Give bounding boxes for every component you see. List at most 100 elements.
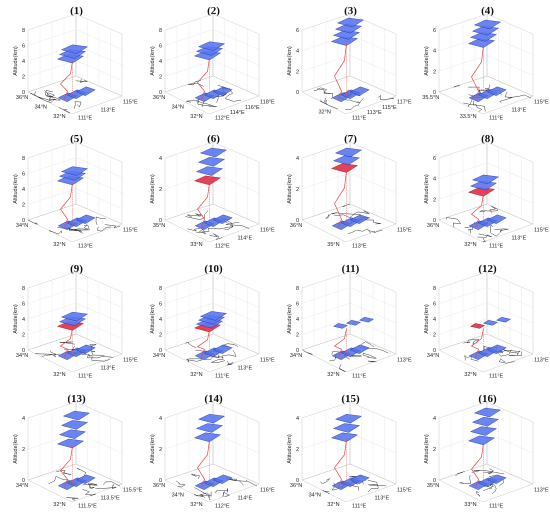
lat-tick-label: 35.5°N (422, 95, 439, 101)
map-border (48, 95, 61, 101)
cloud-shadow (486, 214, 507, 225)
map-border (361, 341, 374, 348)
trajectory-line (334, 43, 347, 100)
lat-tick-label: 34°N (427, 353, 439, 359)
map-border (464, 226, 473, 234)
map-border (75, 78, 88, 83)
lat-tick-label: 32°N (327, 502, 339, 508)
z-tick-label: 4 (22, 187, 25, 193)
lon-tick-label: 113°E (512, 107, 527, 113)
z-gridline (438, 287, 534, 308)
cloud-shadow (349, 86, 370, 97)
lat-tick-label: 32°N (190, 372, 202, 378)
map-border (475, 491, 481, 497)
lat-tick-label: 32°N (53, 502, 65, 508)
trajectory-line (197, 439, 210, 488)
panel-3: (3) 0 2 4 6 Altitude(km) 32°N 111°E113°E115°E11… (287, 5, 412, 122)
cloud-layer (469, 32, 498, 42)
map-border (82, 489, 96, 497)
map-border (185, 210, 209, 220)
z-axis-label: Altitude(km) (13, 46, 19, 76)
z-tick-label: 8 (296, 286, 299, 292)
cloud-shadow (75, 214, 96, 225)
cloud-shadow (75, 344, 96, 355)
lat-tick-label: 32°N (464, 372, 476, 378)
z-tick-label: 0 (296, 218, 299, 224)
lon-tick-label: 111°E (78, 374, 93, 380)
cloud-layer (334, 23, 363, 34)
z-axis-label: Altitude(km) (13, 304, 19, 334)
lat-tick-label: 34°N (290, 353, 302, 359)
z-gridline (164, 60, 260, 81)
cloud-layer (195, 166, 224, 176)
z-tick-label: 2 (296, 69, 299, 75)
cloud-layer (199, 311, 228, 321)
map-border (367, 360, 377, 363)
map-border (342, 203, 351, 207)
lat-tick-label: 34°N (16, 353, 28, 359)
lat-tick-label: 32°N (190, 502, 202, 508)
z-tick-label: 8 (159, 286, 162, 292)
lon-tick-label: 112°E (215, 244, 230, 250)
z-tick-label: 4 (22, 59, 25, 65)
lon-tick-label: 113°E (534, 487, 549, 493)
map-border (368, 229, 383, 234)
floor (164, 203, 260, 243)
map-border (199, 491, 212, 498)
lon-tick-label: 111°E (352, 374, 367, 380)
map-border (478, 233, 492, 239)
panel-14: (14) 0 2 4 Altitude(km) 36°N 34°N 32°N 112°E 114°… (150, 393, 275, 510)
panel-title: (16) (478, 393, 497, 405)
z-tick-label: 0 (296, 90, 299, 96)
map-border (196, 227, 221, 233)
map-border (489, 205, 498, 214)
map-border (446, 217, 462, 228)
z-tick-label: 2 (159, 447, 162, 453)
lon-tick-label: 111°E (489, 244, 504, 250)
z-tick-label: 4 (296, 416, 299, 422)
z-axis-label: Altitude(km) (150, 174, 156, 204)
map-border (455, 471, 465, 477)
panel-5: (5) 0 2 4 6 8 Altitude(km) 34°N 32°N 113°E 115°E (13, 133, 138, 250)
map-border (498, 358, 515, 364)
trajectory-line (60, 182, 73, 228)
z-tick-label: 4 (296, 49, 299, 55)
panel-11: (11) 0 2 4 6 8 Altitude(km) 34°N 32°N 111°E 113°E (287, 263, 412, 380)
z-tick-label: 2 (159, 75, 162, 81)
lon-tick-label: 111°E (78, 116, 93, 122)
map-border (104, 224, 121, 229)
cloud-layer (467, 187, 496, 197)
trajectory-line (334, 170, 347, 228)
lon-tick-label: 115°E (534, 227, 549, 233)
z-tick-label: 6 (159, 44, 162, 50)
z-tick-label: 0 (22, 478, 25, 484)
panel-10: (10) 0 2 4 6 8 Altitude(km) 34°N 32°N 111°E 113°E 1… (150, 263, 275, 380)
cloud-layer (60, 166, 89, 176)
z-tick-label: 2 (159, 187, 162, 193)
cloud-shadow (75, 474, 96, 485)
cloud-shadow (212, 86, 233, 97)
map-border (185, 341, 197, 348)
z-gridline (438, 302, 534, 324)
panel-1: (1) 0 2 4 6 8 Altitude(km) 36°N 34°N 32°N 111°E 113… (13, 5, 138, 122)
z-gridline (438, 401, 534, 423)
lat-tick-label: 36°N (153, 95, 165, 101)
cloud-layer (345, 320, 362, 326)
map-border (221, 350, 237, 359)
cloud-layer (330, 163, 359, 173)
map-border (338, 364, 346, 372)
map-border (27, 219, 39, 225)
cloud-layer (199, 147, 228, 158)
panel-title: (3) (344, 5, 357, 17)
z-gridline (301, 13, 397, 35)
map-border (377, 95, 395, 100)
map-border (44, 90, 54, 98)
lat-tick-label: 34°N (35, 104, 47, 110)
floor (27, 333, 123, 373)
z-tick-label: 4 (159, 416, 162, 422)
z-tick-label: 2 (22, 203, 25, 209)
lat-tick-label: 35°N (153, 223, 165, 229)
z-gridline (27, 401, 123, 423)
floor (27, 75, 123, 115)
z-tick-label: 2 (433, 333, 436, 339)
